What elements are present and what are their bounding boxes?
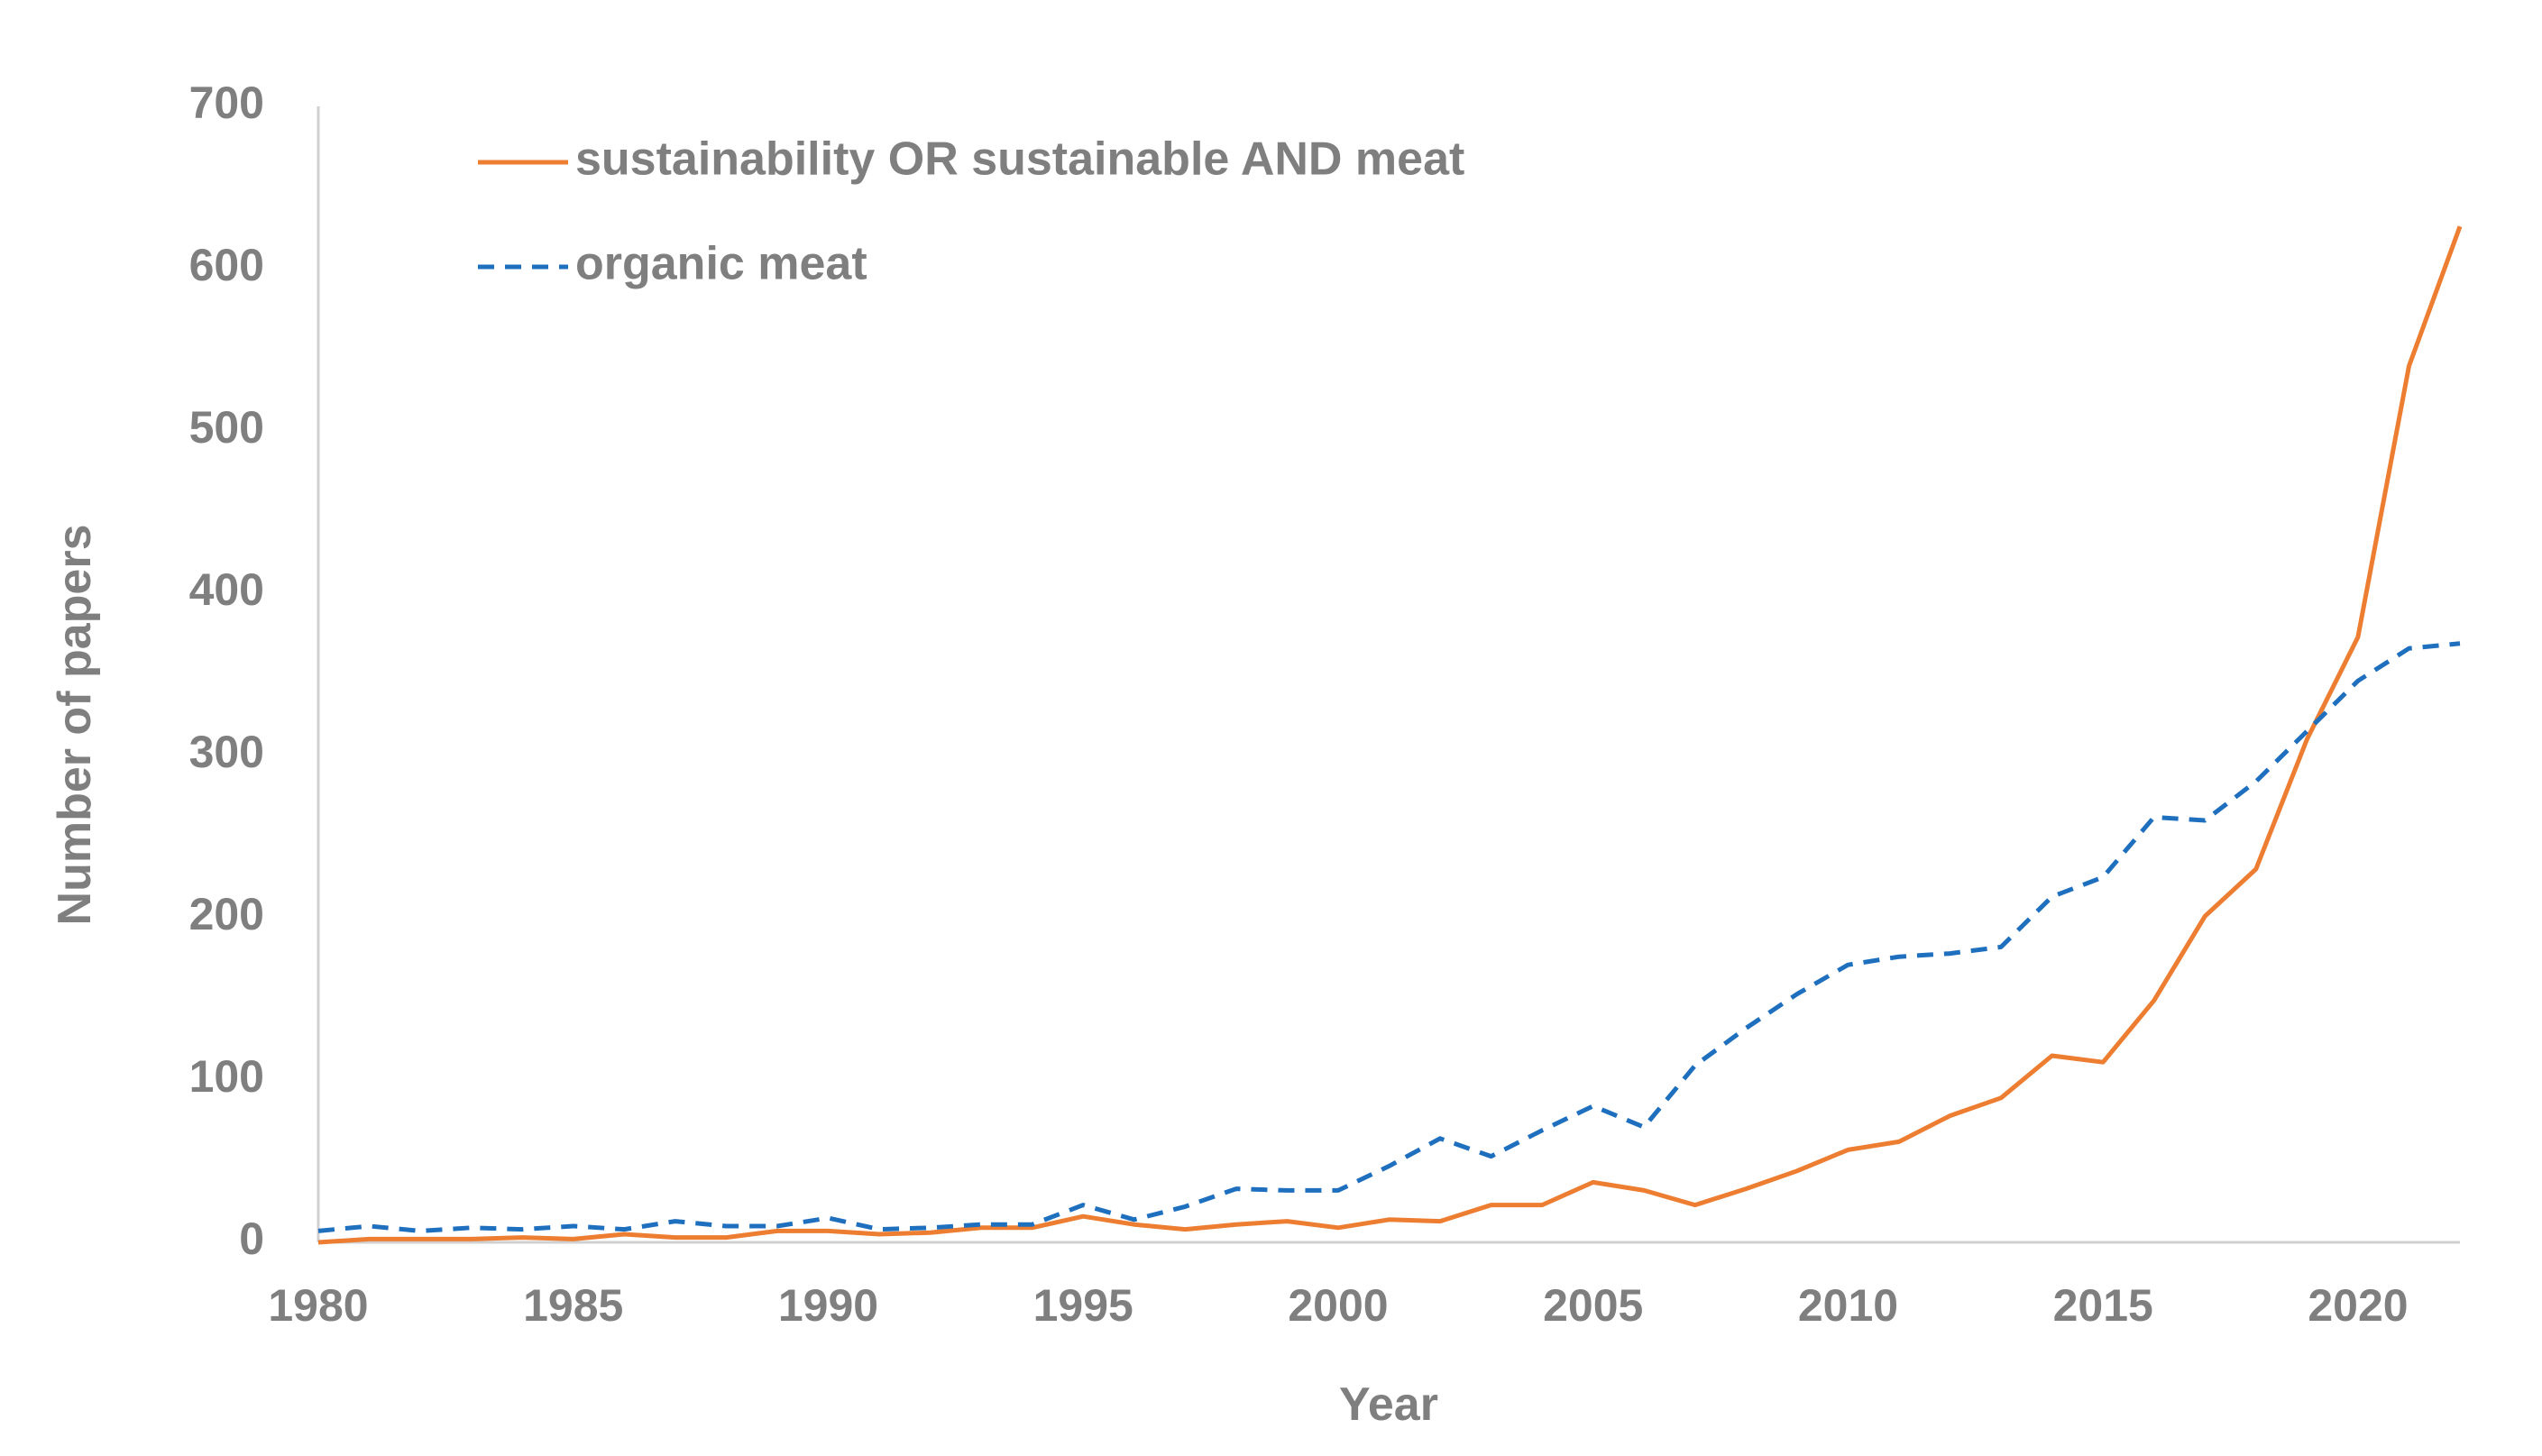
series-line-organic-meat (317, 641, 2461, 1233)
x-tick-label: 1985 (523, 1280, 623, 1331)
legend-label-sustainability: sustainability OR sustainable AND meat (575, 133, 1464, 186)
y-tick-labels: 0 100 200 300 400 500 600 700 (189, 78, 264, 1264)
x-tick-labels: 1980 1985 1990 1995 2000 2005 2010 2015 … (268, 1280, 2408, 1331)
y-tick-label: 700 (189, 78, 264, 128)
y-tick-label: 300 (189, 727, 264, 777)
y-tick-label: 500 (189, 402, 264, 453)
x-tick-label: 1990 (778, 1280, 878, 1331)
x-tick-label: 1980 (268, 1280, 368, 1331)
y-tick-label: 400 (189, 564, 264, 615)
x-axis-title: Year (1339, 1378, 1438, 1431)
legend-label-organic-meat: organic meat (575, 238, 867, 290)
x-tick-label: 2015 (2053, 1280, 2153, 1331)
y-tick-label: 600 (189, 240, 264, 290)
y-tick-label: 200 (189, 889, 264, 939)
y-axis-title: Number of papers (49, 525, 101, 926)
y-tick-label: 100 (189, 1051, 264, 1102)
x-tick-label: 2020 (2308, 1280, 2408, 1331)
series-line-sustainability (317, 225, 2463, 1245)
x-tick-label: 2005 (1543, 1280, 1643, 1331)
x-tick-label: 2000 (1288, 1280, 1388, 1331)
legend: sustainability OR sustainable AND meat o… (478, 133, 1464, 290)
x-tick-label: 1995 (1033, 1280, 1133, 1331)
x-tick-label: 2010 (1798, 1280, 1898, 1331)
y-tick-label: 0 (239, 1213, 264, 1264)
